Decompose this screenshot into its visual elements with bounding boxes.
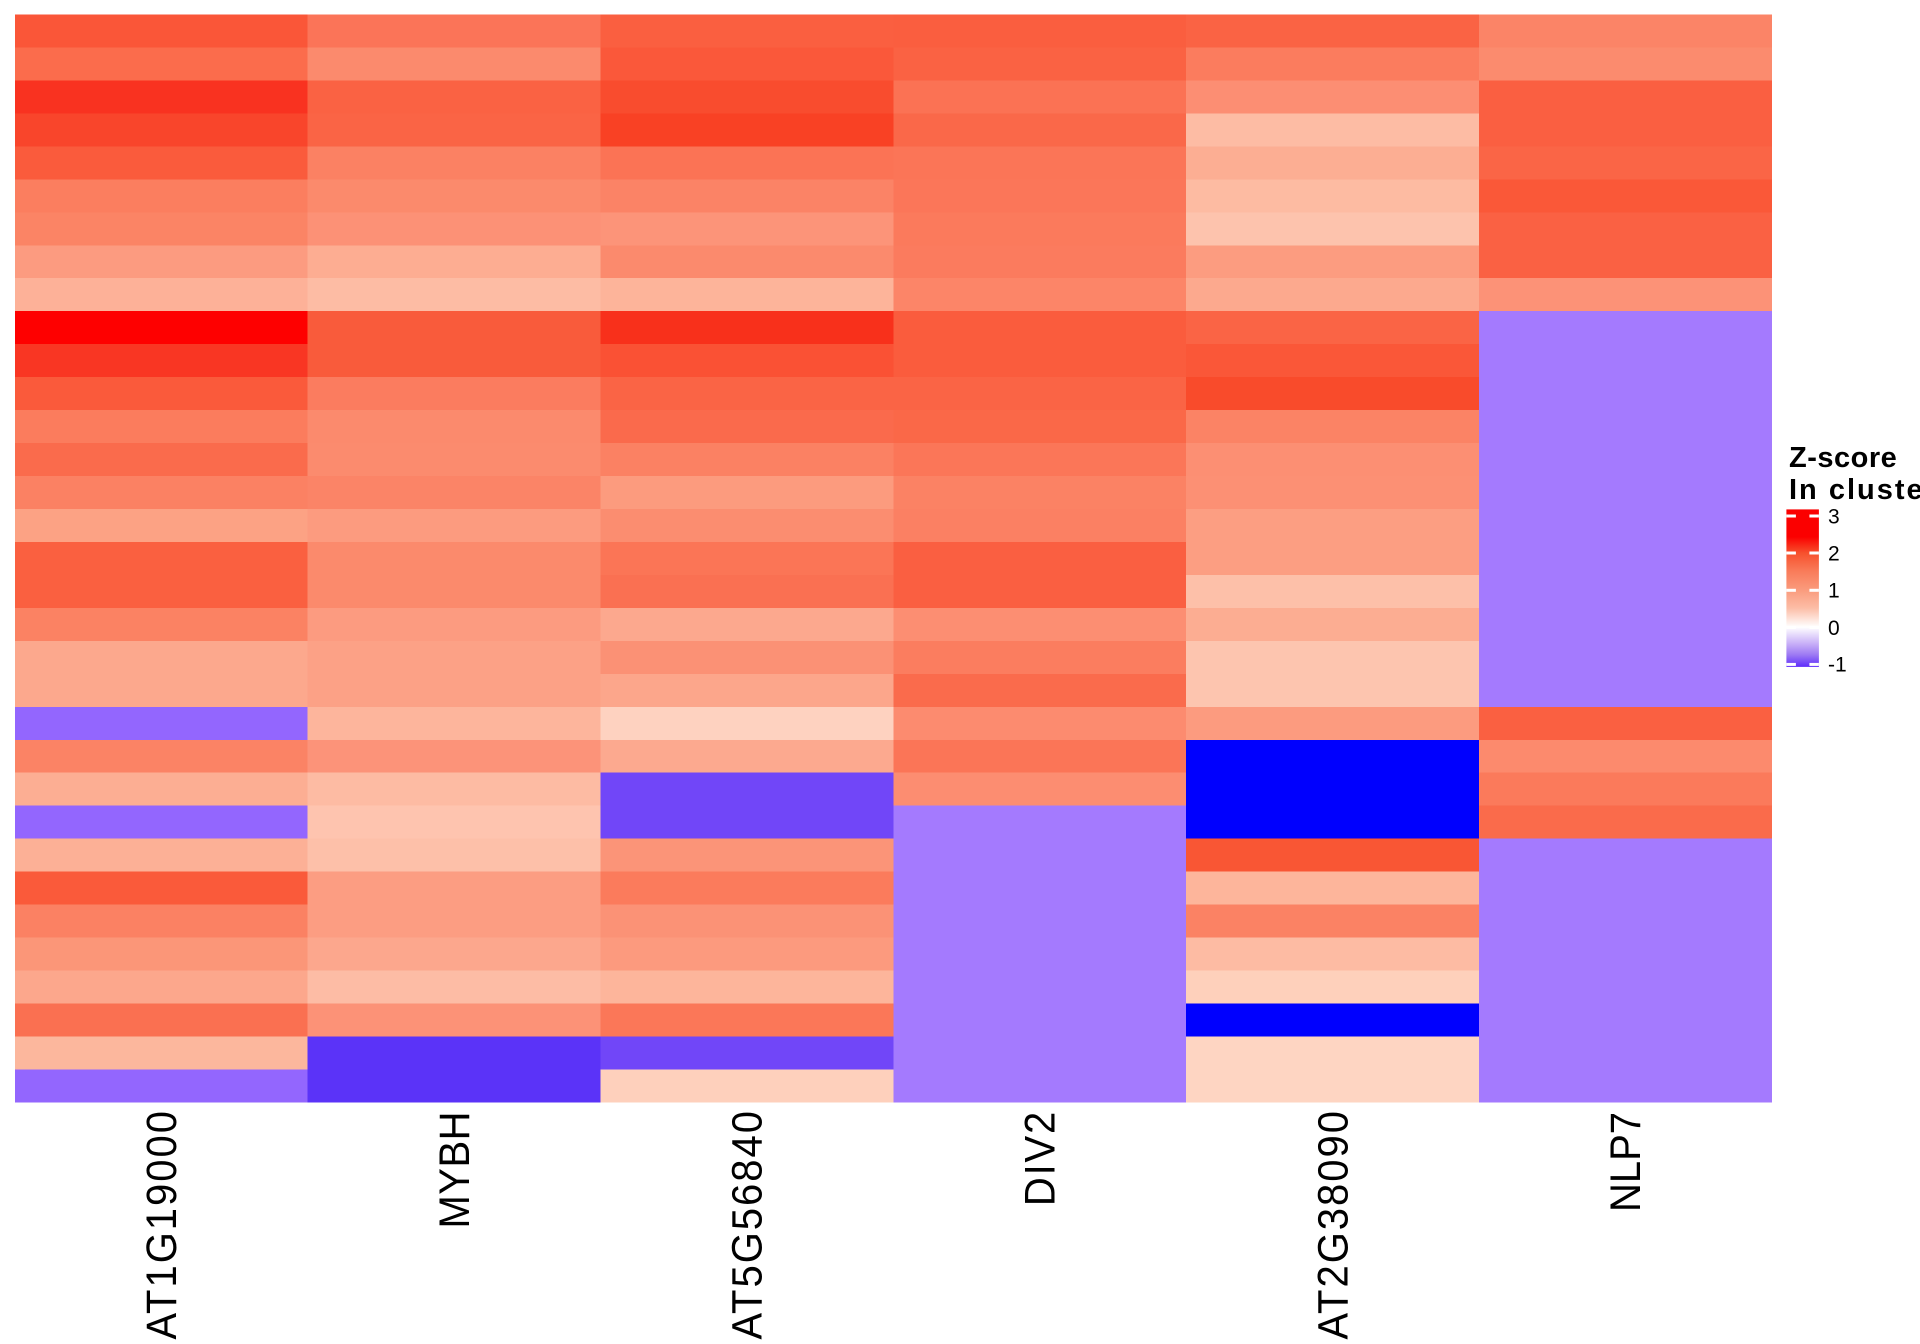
svg-text:-1: -1 xyxy=(1828,654,1847,677)
svg-text:In cluster: In cluster xyxy=(1789,474,1920,506)
svg-text:3: 3 xyxy=(1828,505,1840,528)
svg-text:DIV2: DIV2 xyxy=(1016,1110,1064,1206)
svg-text:AT2G38090: AT2G38090 xyxy=(1309,1109,1357,1340)
svg-text:2: 2 xyxy=(1828,542,1840,565)
svg-text:AT1G19000: AT1G19000 xyxy=(138,1109,186,1340)
svg-text:Z-score: Z-score xyxy=(1789,442,1897,474)
svg-text:NLP7: NLP7 xyxy=(1602,1112,1650,1212)
svg-text:MYBH: MYBH xyxy=(431,1111,479,1229)
svg-text:0: 0 xyxy=(1828,617,1840,640)
svg-text:AT5G56840: AT5G56840 xyxy=(723,1109,771,1340)
svg-text:1: 1 xyxy=(1828,580,1840,603)
